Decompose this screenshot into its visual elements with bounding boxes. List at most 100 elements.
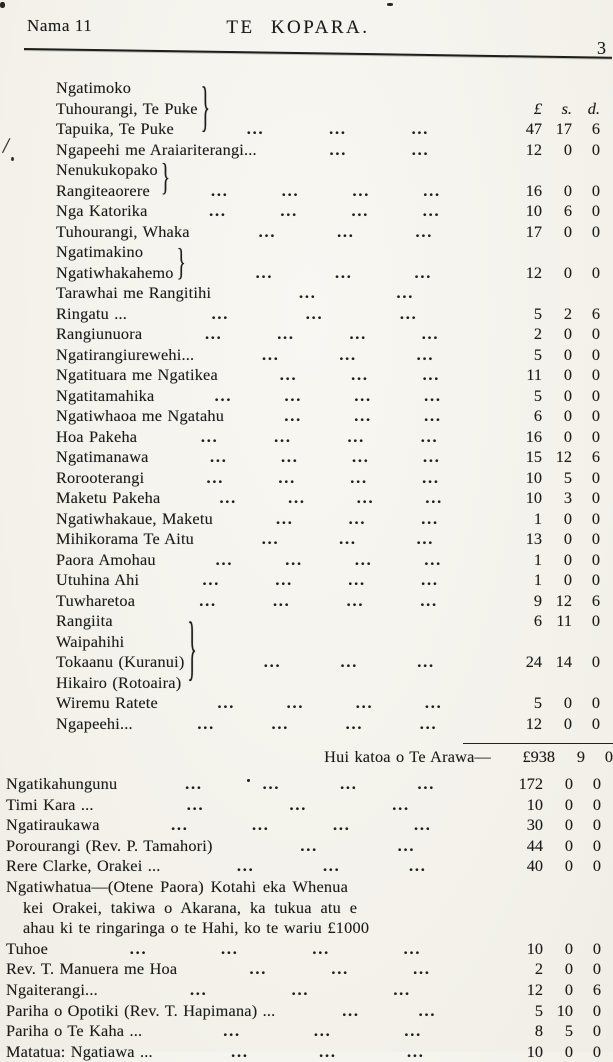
amount-pence: 0 bbox=[591, 652, 600, 671]
leader-dots: ... bbox=[281, 180, 300, 200]
amount-pounds: 10 bbox=[526, 794, 543, 814]
amount-pounds: 47 bbox=[525, 119, 542, 138]
leader-dots: ... bbox=[274, 426, 292, 446]
leader-dots: ... bbox=[411, 139, 430, 159]
entry-name: Ngatitamahika bbox=[56, 385, 155, 405]
leader-dots: ... bbox=[415, 221, 434, 241]
entry-name: Ngatiwhakahemo bbox=[56, 262, 174, 282]
leader-dots: ... bbox=[280, 201, 298, 220]
leader-dots: ... bbox=[413, 815, 432, 835]
leader-dots: ... bbox=[221, 938, 239, 958]
amount-pence: 6 bbox=[591, 590, 600, 610]
dot-leader: ............ bbox=[48, 939, 503, 959]
table-row: Pariha o Opotiki (Rev. T. Hapimana) ....… bbox=[6, 1001, 601, 1022]
table-row: Ngapeehi me Araiariterangi......... 12 0 0 bbox=[56, 140, 600, 161]
amount-pence: 0 bbox=[592, 1041, 601, 1061]
dot-leader: ............ bbox=[135, 591, 502, 611]
leader-dots: ... bbox=[204, 324, 223, 343]
paragraph-line: kei Orakei, takiwa o Akarana, ka tukua a… bbox=[23, 897, 358, 917]
amount-pence: 0 bbox=[591, 570, 600, 589]
dot-leader: ............ bbox=[154, 386, 502, 406]
amount-pounds: 5 bbox=[533, 344, 542, 364]
leader-dots: ... bbox=[422, 467, 440, 487]
leader-dots: ... bbox=[420, 426, 439, 446]
entry-name: Tuhoe bbox=[6, 938, 49, 958]
table-row: Porourangi (Rev. P. Tamahori)...... 44 0 0 bbox=[6, 836, 601, 857]
amount-pounds: 10 bbox=[525, 488, 542, 507]
leader-dots: ... bbox=[275, 570, 293, 589]
dot-leader: ............ bbox=[139, 570, 502, 590]
amount-shillings: 11 bbox=[556, 611, 572, 630]
dot-leader: ............ bbox=[144, 468, 502, 488]
table-row: Rere Clarke, Orakei ............ 40 0 0 bbox=[6, 856, 601, 877]
table-row: Tuhourangi, Te Puke} £ s. d. bbox=[56, 80, 600, 135]
amount-pence: 0 bbox=[592, 856, 601, 876]
amount-pounds: 12 bbox=[525, 139, 542, 159]
leader-dots: ... bbox=[263, 652, 282, 671]
entry-name: Ngapeehi me Araiariterangi... bbox=[56, 139, 257, 159]
amount-pence: 0 bbox=[592, 1021, 601, 1041]
leader-dots: ... bbox=[329, 139, 348, 159]
leader-dots: ... bbox=[399, 303, 418, 323]
entry-name: Paora Amohau bbox=[56, 549, 156, 569]
leader-dots: ... bbox=[186, 794, 205, 814]
amount-pence: 0 bbox=[592, 938, 601, 958]
amount-pence: 0 bbox=[592, 835, 601, 855]
leader-dots: ... bbox=[305, 303, 324, 323]
entry-name: Porourangi (Rev. P. Tamahori) bbox=[6, 835, 213, 855]
leader-dots: ... bbox=[210, 447, 228, 466]
amount-pounds: 40 bbox=[526, 856, 543, 876]
brace-bracket: } bbox=[160, 157, 171, 200]
dot-leader: ............ bbox=[158, 693, 502, 713]
table-row: Tuhourangi, Whaka......... 17 0 0 bbox=[56, 222, 600, 243]
leader-dots: ... bbox=[189, 979, 208, 999]
table-row: Ngatimoko bbox=[56, 78, 600, 99]
table-row: Hoa Pakeha............ 16 0 0 bbox=[56, 427, 600, 448]
leader-dots: ... bbox=[252, 815, 270, 835]
leader-dots: ... bbox=[419, 713, 438, 733]
dot-leader: ......... bbox=[224, 406, 502, 426]
entry-name: Ngatituara me Ngatikea bbox=[56, 365, 218, 384]
other-iwi-donation-table: Ngatikahungunu............ 172 0 0 Timi Kara… bbox=[6, 774, 601, 1062]
amount-pence: 0 bbox=[592, 959, 601, 979]
table-row: Ngatirangiurewehi............ 5 0 0 bbox=[56, 345, 600, 366]
table-row: Waipahihi bbox=[56, 632, 600, 653]
amount-shillings: 0 bbox=[563, 180, 572, 200]
dot-leader: ......... bbox=[194, 345, 502, 365]
total-amount-shillings: 9 bbox=[576, 747, 585, 766]
amount-shillings: 0 bbox=[563, 344, 572, 364]
amount-shillings: 0 bbox=[563, 365, 572, 384]
entry-name: Tuwharetoa bbox=[56, 590, 136, 610]
leader-dots: ... bbox=[351, 365, 369, 384]
entry-name: Timi Kara ... bbox=[6, 794, 94, 814]
leader-dots: ... bbox=[206, 467, 225, 487]
amount-pounds: 172 bbox=[518, 774, 543, 793]
page-number: 3 bbox=[597, 38, 606, 58]
table-row: Tapuika, Te Puke......... 47 17 6 bbox=[56, 119, 600, 140]
leader-dots: ... bbox=[340, 774, 358, 793]
amount-shillings: 0 bbox=[564, 794, 573, 814]
amount-pence: 0 bbox=[591, 221, 600, 241]
leader-dots: ... bbox=[284, 385, 303, 405]
amount-shillings: 2 bbox=[563, 303, 572, 323]
leader-dots: ... bbox=[261, 344, 280, 364]
entry-name: Pariha o Te Kaha ... bbox=[6, 1021, 143, 1041]
amount-pounds: 44 bbox=[526, 835, 543, 855]
ink-speck bbox=[0, 2, 5, 8]
table-row: Ngatikahungunu............ 172 0 0 bbox=[6, 774, 601, 795]
table-row: Ngapeehi............... 12 0 0 bbox=[56, 714, 600, 735]
dot-leader: ......... bbox=[213, 509, 502, 529]
leader-dots: ... bbox=[354, 406, 372, 425]
dot-leader: ............ bbox=[156, 550, 502, 570]
amount-pounds: 13 bbox=[525, 529, 542, 548]
leader-dots: ... bbox=[345, 713, 364, 733]
amount-shillings: 10 bbox=[556, 1000, 573, 1020]
entry-name: Rorooterangi bbox=[56, 467, 145, 487]
leader-dots: ... bbox=[356, 488, 375, 507]
leader-dots: ... bbox=[333, 815, 351, 835]
leader-dots: ... bbox=[286, 693, 305, 712]
leader-dots: ... bbox=[424, 406, 442, 425]
entry-name: Waipahihi bbox=[56, 631, 125, 651]
leader-dots: ... bbox=[422, 365, 441, 384]
